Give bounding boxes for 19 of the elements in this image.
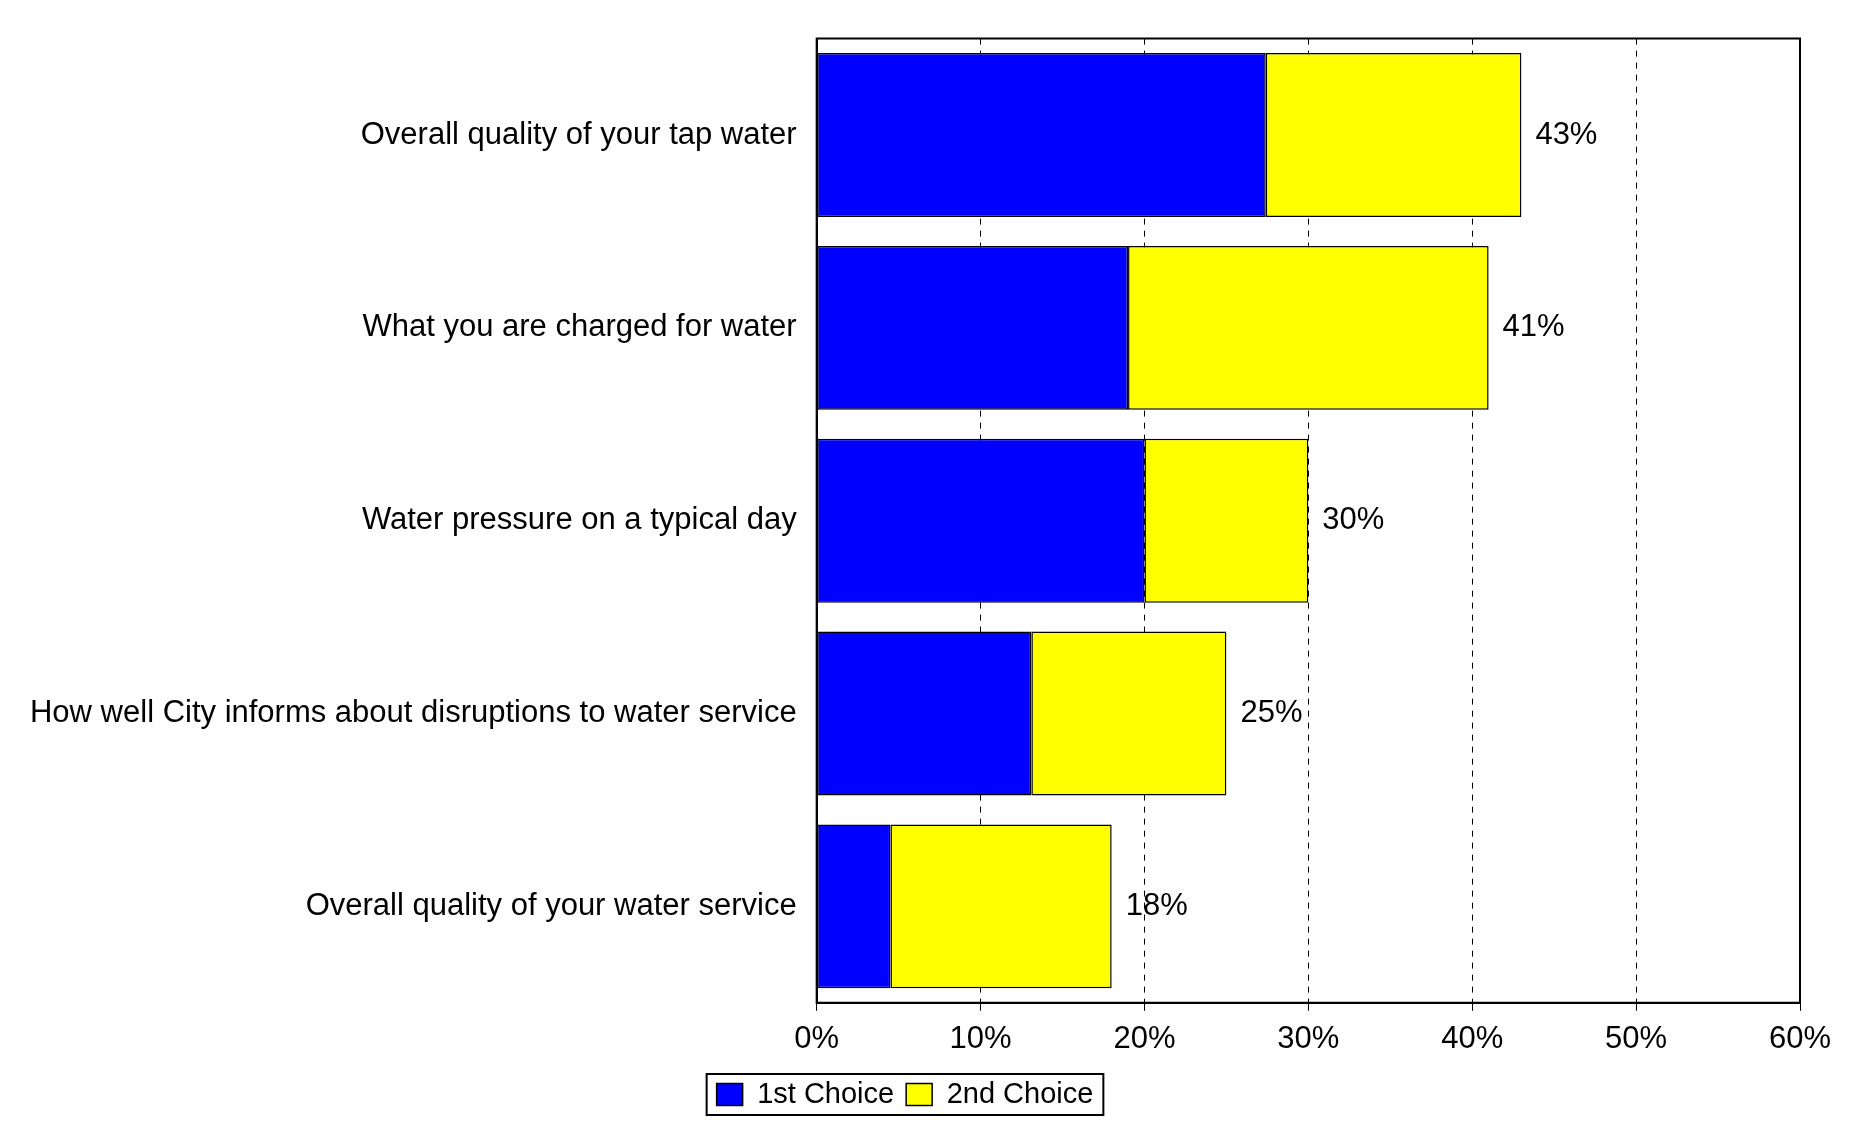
x-tick-label: 30% bbox=[1277, 1019, 1340, 1055]
legend-label: 2nd Choice bbox=[946, 1076, 1094, 1109]
x-tick-label: 10% bbox=[949, 1019, 1012, 1055]
x-tick-label: 40% bbox=[1441, 1019, 1504, 1055]
y-tick-label: What you are charged for water bbox=[362, 308, 797, 344]
total-label: 41% bbox=[1502, 308, 1565, 344]
x-tick-label: 0% bbox=[794, 1019, 840, 1055]
x-tick-label: 50% bbox=[1605, 1019, 1668, 1055]
total-label: 30% bbox=[1322, 501, 1385, 537]
total-label: 18% bbox=[1125, 886, 1188, 922]
y-tick-label: Overall quality of your water service bbox=[305, 886, 797, 922]
legend-label: 1st Choice bbox=[757, 1076, 895, 1109]
total-label: 25% bbox=[1240, 694, 1303, 730]
y-tick-label: How well City informs about disruptions to water service bbox=[29, 694, 797, 730]
y-tick-label: Overall quality of your tap water bbox=[360, 115, 797, 151]
y-tick-label: Water pressure on a typical day bbox=[361, 501, 798, 537]
x-tick-label: 20% bbox=[1113, 1019, 1176, 1055]
x-tick-label: 60% bbox=[1768, 1019, 1832, 1055]
total-label: 43% bbox=[1535, 115, 1598, 151]
